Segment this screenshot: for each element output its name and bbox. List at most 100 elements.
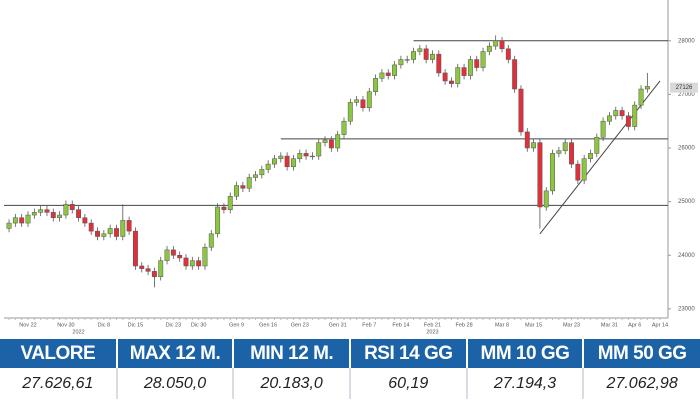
candle-body — [512, 59, 518, 90]
x-tick-label: Apr 6 — [628, 322, 641, 328]
candle-body — [240, 185, 246, 189]
y-tick-label: 25000 — [678, 199, 695, 205]
y-tick-label: 27000 — [678, 92, 695, 98]
candle-body — [44, 209, 50, 213]
candle-body — [272, 158, 277, 165]
x-tick-label: Dic 30 — [191, 322, 207, 328]
candle-body — [600, 120, 606, 138]
candle-body — [347, 102, 353, 122]
candle-body — [189, 260, 195, 267]
candle-body — [88, 222, 94, 232]
header-cell: VALORE — [0, 339, 117, 368]
candle-body — [158, 260, 164, 277]
candle-body — [25, 214, 31, 224]
x-tick-label: Feb 21 — [424, 322, 441, 328]
x-tick-label: Mar 15 — [525, 322, 542, 328]
candle-body — [524, 131, 530, 149]
candle-body — [284, 155, 290, 168]
header-row: VALORE MAX 12 M. MIN 12 M. RSI 14 GG MM … — [0, 339, 700, 368]
candle-body — [423, 48, 429, 60]
value-cell: 27.626,61 — [22, 374, 94, 392]
last-price-label: 27126 — [676, 85, 693, 91]
x-tick-label: Apr 14 — [652, 322, 668, 328]
candle-body — [177, 255, 183, 259]
x-tick-label: Feb 7 — [362, 322, 376, 328]
candle-body — [625, 115, 631, 127]
candle-body — [139, 265, 145, 269]
y-tick-label: 28000 — [678, 38, 695, 44]
candle-body — [486, 45, 492, 52]
candle-body — [354, 99, 360, 103]
candle-body — [38, 209, 44, 213]
candle-body — [328, 139, 334, 149]
candle-body — [316, 142, 322, 157]
candle-body — [63, 204, 69, 216]
x-tick-label: Dic 8 — [98, 322, 111, 328]
candle-body — [145, 268, 151, 272]
candle-body — [619, 110, 625, 117]
x-tick-label: Gen 23 — [291, 322, 309, 328]
candle-body — [588, 153, 593, 159]
header-cell: MM 10 GG — [465, 339, 584, 368]
candle-body — [69, 204, 75, 210]
candle-body — [562, 142, 568, 151]
candle-body — [366, 91, 372, 109]
candle-body — [303, 153, 309, 157]
candle-body — [550, 153, 556, 192]
candle-body — [208, 233, 214, 248]
candle-body — [278, 155, 284, 159]
candle-body — [537, 142, 543, 208]
candle-body — [385, 72, 391, 76]
value-cell: 27.194,3 — [465, 368, 584, 399]
candle-body — [575, 163, 581, 181]
y-tick-label: 23000 — [678, 306, 695, 312]
chart-background — [0, 0, 700, 338]
candle-body — [126, 220, 132, 232]
candle-body — [120, 220, 126, 237]
x-tick-label: Gen 9 — [229, 322, 244, 328]
value-row: 27.626,61 28.050,0 20.183,0 60,19 27.194… — [0, 368, 700, 399]
candle-body — [442, 72, 448, 82]
candle-body — [95, 230, 100, 237]
candle-body — [518, 88, 524, 133]
candle-body — [379, 72, 385, 79]
candle-body — [12, 217, 18, 224]
candle-body — [632, 104, 638, 127]
candle-body — [76, 209, 82, 218]
candle-body — [569, 142, 574, 165]
candle-body — [644, 86, 650, 90]
candle-body — [392, 64, 398, 76]
header-cell: RSI 14 GG — [348, 339, 467, 368]
x-tick-label: Nov 30 — [57, 322, 74, 328]
candle-body — [297, 153, 303, 159]
candle-body — [215, 206, 221, 235]
candle-body — [259, 169, 265, 176]
value-cell: 28.050,0 — [115, 368, 234, 399]
candle-body — [183, 257, 189, 267]
candle-body — [132, 230, 138, 267]
candle-body — [360, 99, 366, 109]
candle-body — [411, 51, 416, 60]
candle-body — [493, 40, 499, 47]
candle-body — [581, 158, 587, 181]
y-tick-label: 24000 — [678, 253, 695, 259]
x-tick-label: Mar 31 — [601, 322, 618, 328]
candle-body — [309, 155, 315, 158]
candle-body — [290, 158, 296, 168]
candle-body — [404, 59, 410, 61]
stats-table: VALORE MAX 12 M. MIN 12 M. RSI 14 GG MM … — [0, 339, 700, 399]
candle-body — [170, 249, 176, 256]
candle-body — [373, 78, 379, 92]
candle-body — [448, 80, 454, 84]
candle-body — [101, 233, 107, 237]
candle-body — [467, 59, 473, 76]
candle-body — [430, 53, 435, 60]
candle-body — [613, 110, 619, 117]
candle-body — [638, 88, 644, 106]
y-tick-label: 26000 — [678, 146, 695, 152]
candle-body — [505, 48, 511, 60]
header-cell: MAX 12 M. — [115, 339, 234, 368]
x-tick-label: Gen 16 — [259, 322, 277, 328]
candle-body — [221, 206, 227, 210]
